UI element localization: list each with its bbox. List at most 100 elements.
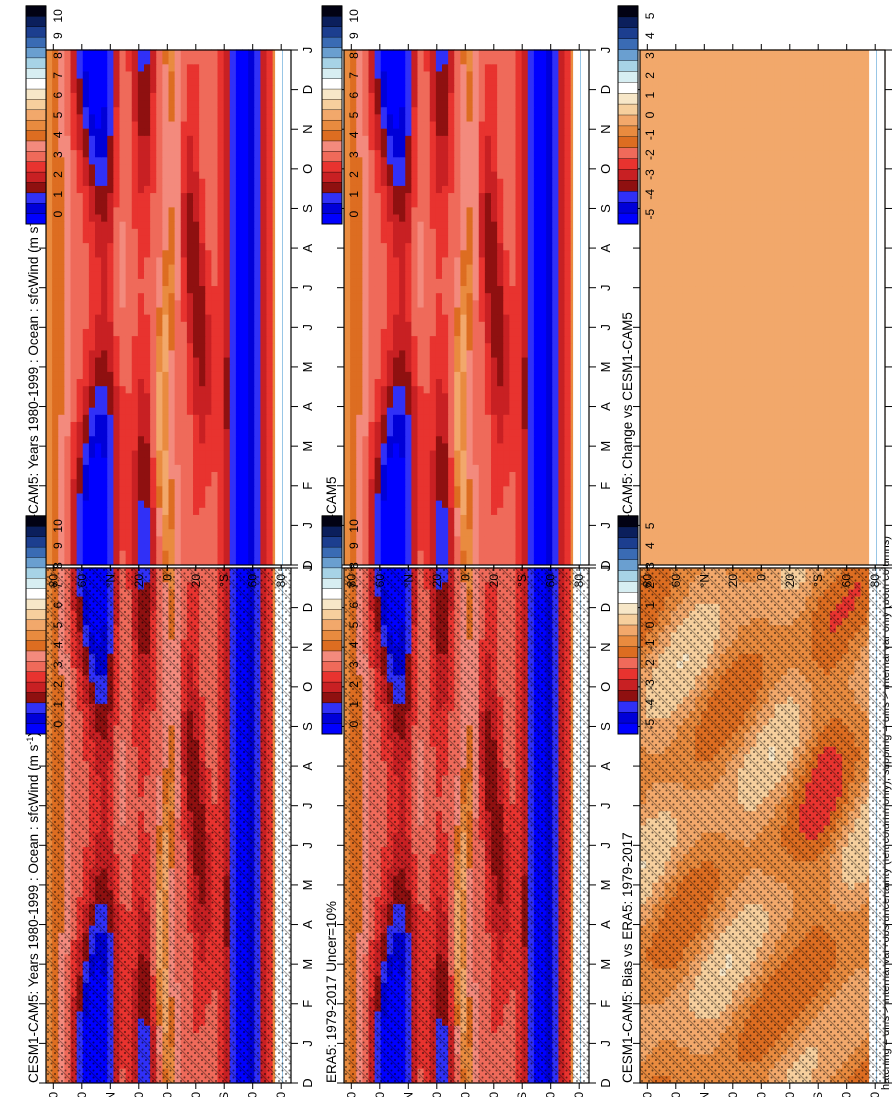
heatmap-cell [211, 256, 219, 265]
heatmap-cell [125, 507, 133, 515]
heatmap-cell [217, 421, 225, 430]
heatmap-cell [131, 364, 139, 372]
heatmap-cell [107, 492, 114, 501]
heatmap-cell [82, 521, 90, 530]
heatmap-cell [119, 542, 127, 551]
heatmap-cell [254, 299, 261, 308]
heatmap-cell [266, 342, 274, 351]
heatmap-cell [150, 356, 157, 365]
heatmap-cell [113, 221, 121, 229]
heatmap-cell [144, 478, 151, 487]
heatmap-cell [217, 263, 225, 272]
heatmap-cell [211, 478, 219, 487]
heatmap-cell [131, 507, 139, 515]
heatmap-cell [70, 235, 78, 244]
heatmap-cell [266, 206, 274, 215]
heatmap-cell [174, 221, 182, 229]
heatmap-cell [95, 371, 102, 380]
heatmap-cell [254, 449, 261, 458]
heatmap-cell [113, 328, 121, 337]
heatmap-cell [180, 457, 188, 465]
heatmap-cell [174, 278, 182, 287]
heatmap-cell [223, 550, 231, 558]
heatmap-cell [186, 414, 194, 422]
heatmap-cell [162, 449, 170, 458]
heatmap-cell [95, 364, 102, 372]
heatmap-cell [137, 399, 145, 408]
heatmap-cell [199, 221, 206, 229]
heatmap-cell [101, 199, 108, 208]
heatmap-cell [95, 435, 102, 444]
heatmap-cell [150, 392, 157, 401]
heatmap-cell [46, 492, 53, 501]
heatmap-cell [205, 263, 212, 272]
heatmap-cell [137, 306, 145, 315]
heatmap-cell [235, 271, 243, 279]
heatmap-cell [193, 206, 200, 215]
heatmap-cell [58, 399, 65, 408]
heatmap-cell [52, 221, 59, 229]
heatmap-cell [217, 299, 225, 308]
heatmap-cell [199, 407, 206, 415]
heatmap-cell [95, 528, 102, 537]
heatmap-cell [211, 206, 219, 215]
heatmap-cell [186, 342, 194, 351]
heatmap-cell [193, 285, 200, 294]
heatmap-cell [107, 271, 114, 279]
heatmap-cell [223, 371, 231, 380]
heatmap-cell [88, 492, 96, 501]
heatmap-cell [266, 478, 274, 487]
heatmap-cell [248, 342, 255, 351]
heatmap-cell [248, 485, 255, 494]
heatmap-cell [125, 235, 133, 244]
y-tick-label: 80 [274, 1092, 288, 1097]
heatmap-cell [131, 457, 139, 465]
heatmap-cell [144, 249, 151, 258]
heatmap-cell [260, 407, 268, 415]
heatmap-cell [199, 199, 206, 208]
heatmap-cell [46, 478, 53, 487]
heatmap-cell [260, 414, 268, 422]
heatmap-cell [88, 457, 96, 465]
heatmap-cell [131, 249, 139, 258]
heatmap-cell [64, 464, 72, 473]
heatmap-cell [144, 221, 151, 229]
heatmap-cell [235, 392, 243, 401]
heatmap-cell [95, 407, 102, 415]
heatmap-cell [137, 492, 145, 501]
heatmap-cell [131, 464, 139, 473]
heatmap-cell [95, 242, 102, 251]
heatmap-cell [229, 464, 237, 473]
heatmap-cell [119, 371, 127, 380]
heatmap-cell [242, 399, 249, 408]
heatmap-cell [168, 263, 176, 272]
heatmap-cell [88, 542, 96, 551]
heatmap-cell [64, 407, 72, 415]
heatmap-cell [205, 399, 212, 408]
heatmap-cell [131, 378, 139, 387]
heatmap-cell [113, 507, 121, 515]
heatmap-cell [107, 500, 114, 508]
heatmap-cell [150, 535, 157, 544]
heatmap-cell [107, 356, 114, 365]
heatmap-cell [229, 500, 237, 508]
heatmap-cell [174, 371, 182, 380]
heatmap-cell [46, 407, 53, 415]
heatmap-cell [168, 528, 176, 537]
heatmap-cell [64, 364, 72, 372]
heatmap-cell [229, 449, 237, 458]
heatmap-cell [88, 550, 96, 558]
heatmap-cell [205, 378, 212, 387]
heatmap-cell [58, 414, 65, 422]
heatmap-cell [186, 457, 194, 465]
heatmap-cell [101, 299, 108, 308]
heatmap-cell [162, 435, 170, 444]
heatmap-cell [46, 471, 53, 480]
heatmap-cell [260, 421, 268, 430]
heatmap-cell [223, 492, 231, 501]
heatmap-cell [260, 464, 268, 473]
heatmap-cell [266, 414, 274, 422]
heatmap-cell [64, 428, 72, 437]
heatmap-cell [156, 356, 163, 365]
heatmap-cell [64, 449, 72, 458]
